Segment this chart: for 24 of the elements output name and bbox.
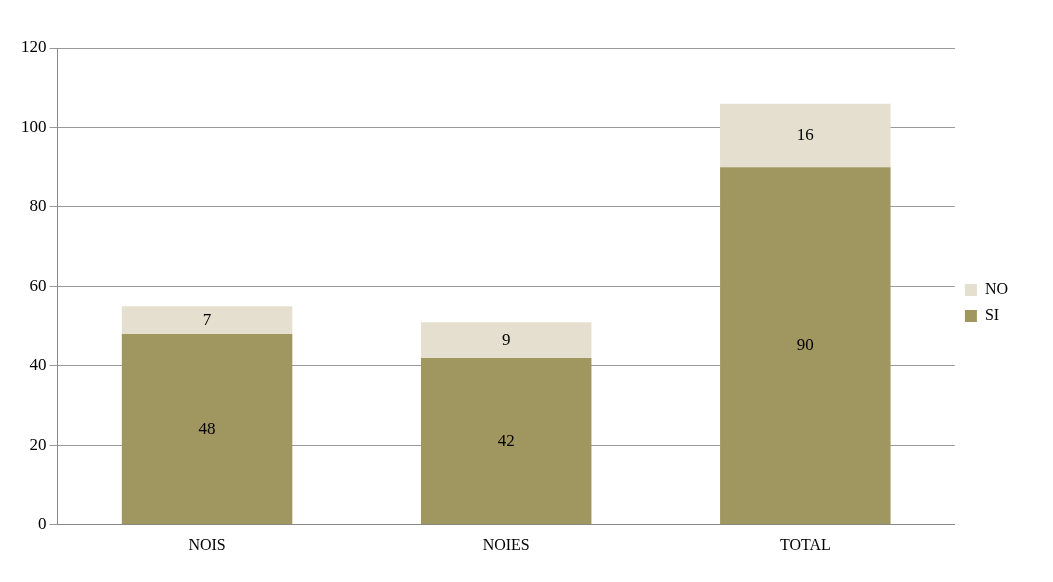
data-label: 48 xyxy=(198,418,216,438)
y-tick-label: 100 xyxy=(21,116,47,136)
x-tick-label: NOIS xyxy=(188,535,226,553)
bar xyxy=(121,334,293,525)
bar xyxy=(420,357,592,525)
data-label: 7 xyxy=(202,309,212,329)
legend-label: SI xyxy=(984,306,1000,324)
x-tick-label: NOIES xyxy=(482,535,530,553)
bar xyxy=(720,103,891,168)
bar xyxy=(720,167,891,525)
data-label: 90 xyxy=(796,335,814,355)
bar xyxy=(420,322,592,358)
y-tick-label: 60 xyxy=(29,275,47,295)
x-tick-label: TOTAL xyxy=(779,535,831,553)
y-tick-label: 80 xyxy=(29,196,47,216)
y-tick-label: 20 xyxy=(29,434,47,454)
data-label: 16 xyxy=(796,124,814,144)
y-tick-label: 40 xyxy=(29,355,47,375)
y-tick-label: 0 xyxy=(38,514,47,534)
y-tick-label: 120 xyxy=(21,37,47,57)
bar xyxy=(121,306,293,335)
legend-label: NO xyxy=(984,280,1008,298)
data-label: 9 xyxy=(501,329,511,349)
data-label: 42 xyxy=(497,430,515,450)
